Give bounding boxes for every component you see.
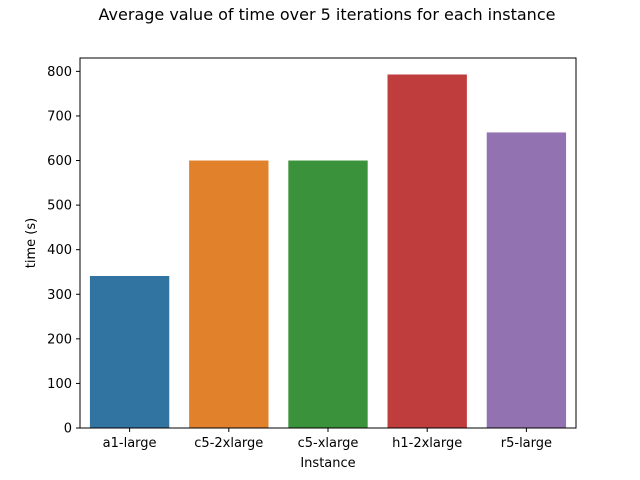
- y-tick-label: 800: [47, 65, 72, 80]
- bar-r5-large: [486, 132, 567, 428]
- y-tick-label: 500: [47, 199, 72, 214]
- y-tick-label: 300: [47, 288, 72, 303]
- bar-a1-large: [89, 275, 170, 428]
- bar-c5-2xlarge: [189, 160, 269, 428]
- x-tick-label: c5-xlarge: [298, 436, 359, 451]
- y-tick-label: 100: [47, 377, 72, 392]
- plot-frame: [79, 57, 577, 429]
- x-tick-label: a1-large: [103, 436, 157, 451]
- y-tick-label: 400: [47, 243, 72, 258]
- y-tick-label: 200: [47, 332, 72, 347]
- x-tick-label: c5-2xlarge: [194, 436, 263, 451]
- x-axis-ticks: a1-large c5-2xlarge c5-xlarge h1-2xlarge r5-…: [103, 428, 552, 451]
- x-tick-label: h1-2xlarge: [392, 436, 462, 451]
- bar-c5-xlarge: [288, 160, 368, 428]
- y-axis-label: time (s): [24, 218, 39, 268]
- bar-h1-2xlarge: [387, 74, 467, 429]
- y-axis-ticks: 0 100 200 300 400 500 600 700 800: [47, 65, 80, 437]
- y-tick-label: 0: [64, 422, 72, 437]
- y-tick-label: 700: [47, 109, 72, 124]
- x-axis-label: Instance: [300, 456, 355, 471]
- bars-group: [89, 74, 567, 429]
- y-tick-label: 600: [47, 154, 72, 169]
- x-tick-label: r5-large: [501, 436, 552, 451]
- chart-title: Average value of time over 5 iterations …: [99, 5, 556, 24]
